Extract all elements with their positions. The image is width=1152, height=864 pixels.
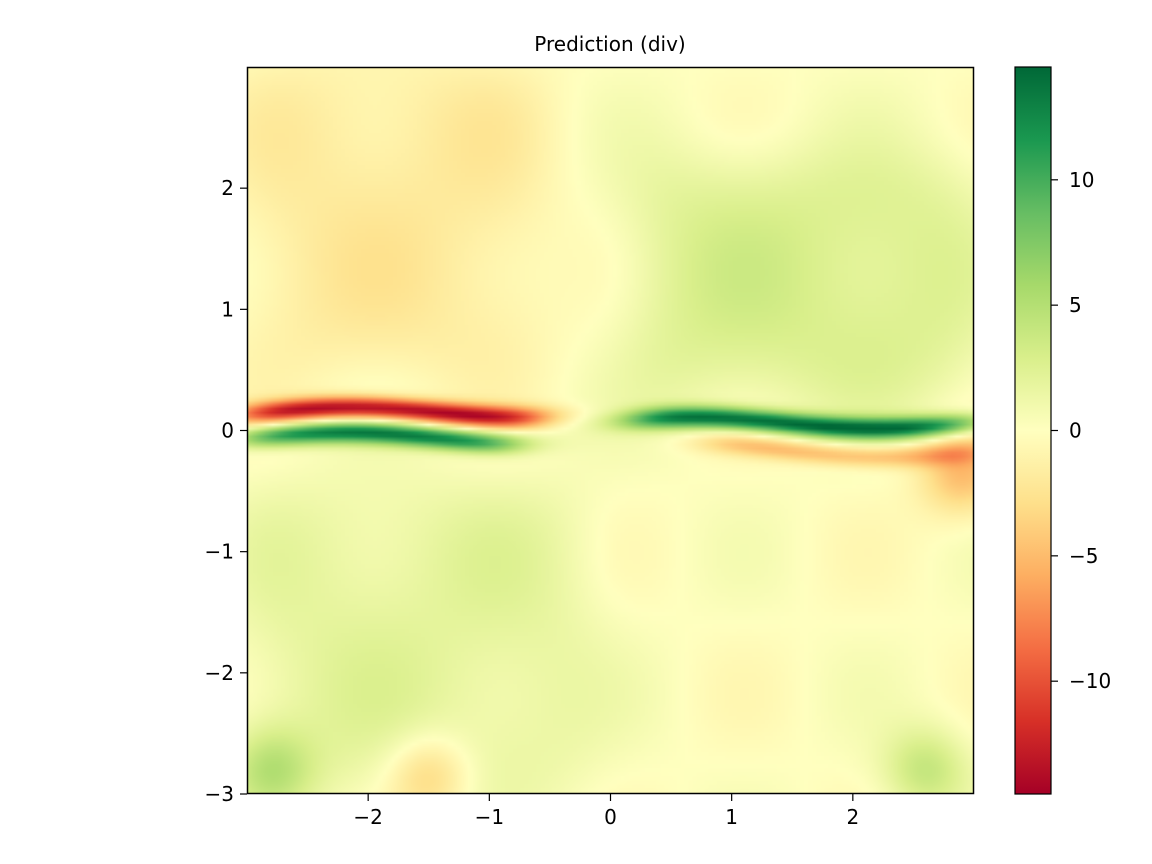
colorbar-tick-label: 5 [1069, 293, 1082, 317]
x-tick-label: 2 [846, 805, 859, 829]
colorbar [1015, 67, 1051, 794]
x-tick-label: 0 [604, 805, 617, 829]
heatmap-field [247, 67, 974, 794]
x-axis: −2 −1 0 1 2 [353, 794, 859, 829]
colorbar-tick-label: 0 [1069, 419, 1082, 443]
plot-frame [246, 66, 975, 795]
y-tick-label: −3 [205, 782, 234, 806]
colorbar-axis: −10 −5 0 5 10 [1051, 168, 1111, 693]
x-tick-label: 1 [725, 805, 738, 829]
y-tick-label: −1 [205, 540, 234, 564]
chart-title: Prediction (div) [534, 32, 685, 56]
colorbar-tick-label: −5 [1069, 544, 1098, 568]
y-tick-label: 1 [221, 297, 234, 321]
x-tick-label: −2 [353, 805, 382, 829]
heatmap-image [247, 67, 974, 794]
y-axis: −3 −2 −1 0 1 2 [205, 176, 247, 806]
colorbar-tick-label: −10 [1069, 669, 1111, 693]
y-tick-label: 0 [221, 419, 234, 443]
y-tick-label: 2 [221, 176, 234, 200]
y-tick-label: −2 [205, 661, 234, 685]
colorbar-tick-label: 10 [1069, 168, 1094, 192]
x-tick-label: −1 [475, 805, 504, 829]
